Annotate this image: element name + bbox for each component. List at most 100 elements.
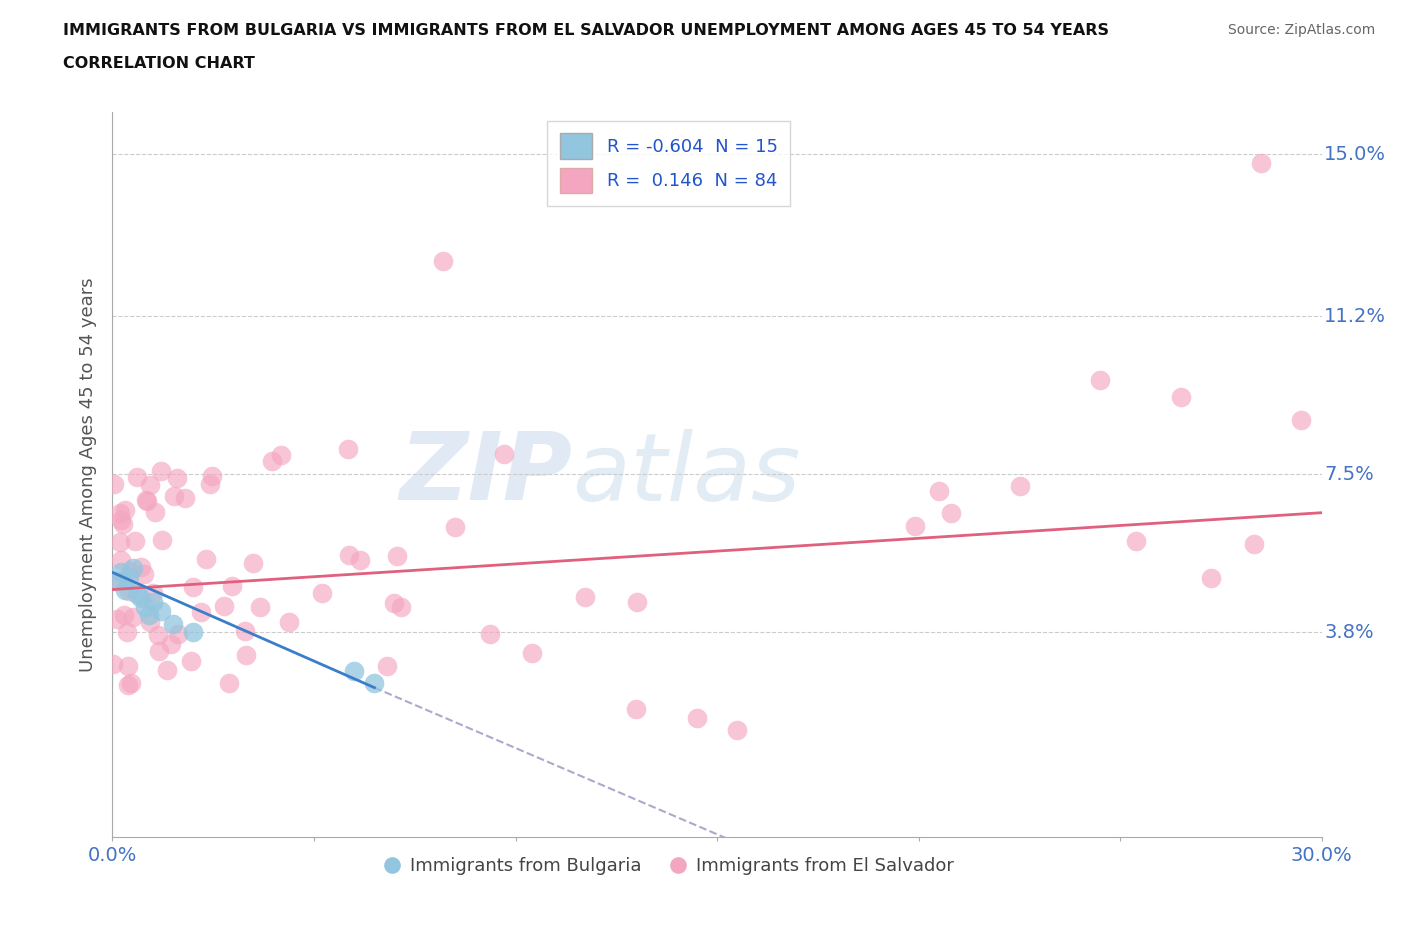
Point — [1008, 478, 1031, 493]
Text: 7.5%: 7.5% — [1324, 465, 1374, 484]
Point — [120, 676, 142, 691]
Point — [142, 586, 165, 601]
Text: IMMIGRANTS FROM BULGARIA VS IMMIGRANTS FROM EL SALVADOR UNEMPLOYMENT AMONG AGES : IMMIGRANTS FROM BULGARIA VS IMMIGRANTS F… — [63, 23, 1109, 38]
Point — [131, 560, 153, 575]
Point — [242, 555, 264, 570]
Point — [278, 614, 301, 629]
Point — [181, 625, 204, 640]
Point — [725, 723, 748, 737]
Point — [125, 586, 148, 601]
Point — [110, 565, 132, 580]
Point — [443, 520, 465, 535]
Text: 3.8%: 3.8% — [1324, 623, 1374, 642]
Point — [149, 604, 172, 618]
Point — [235, 648, 257, 663]
Point — [166, 470, 188, 485]
Point — [928, 484, 950, 498]
Point — [117, 658, 139, 673]
Point — [218, 675, 240, 690]
Point — [387, 549, 409, 564]
Point — [124, 534, 146, 549]
Text: 11.2%: 11.2% — [1324, 307, 1386, 326]
Text: atlas: atlas — [572, 429, 800, 520]
Point — [337, 442, 360, 457]
Point — [122, 609, 145, 624]
Point — [270, 448, 292, 463]
Point — [1250, 155, 1272, 170]
Point — [138, 478, 160, 493]
Point — [311, 586, 333, 601]
Point — [103, 476, 125, 491]
Point — [112, 607, 135, 622]
Point — [375, 658, 398, 673]
Point — [134, 566, 156, 581]
Y-axis label: Unemployment Among Ages 45 to 54 years: Unemployment Among Ages 45 to 54 years — [79, 277, 97, 671]
Point — [181, 579, 204, 594]
Point — [139, 614, 162, 629]
Point — [114, 503, 136, 518]
Point — [120, 564, 142, 578]
Point — [260, 453, 283, 468]
Point — [129, 591, 152, 605]
Text: Source: ZipAtlas.com: Source: ZipAtlas.com — [1227, 23, 1375, 37]
Point — [1125, 533, 1147, 548]
Point — [686, 711, 709, 725]
Point — [339, 548, 361, 563]
Point — [125, 470, 148, 485]
Point — [479, 627, 502, 642]
Point — [150, 533, 173, 548]
Point — [221, 578, 243, 593]
Point — [904, 519, 927, 534]
Point — [349, 552, 371, 567]
Point — [626, 701, 648, 716]
Point — [432, 254, 454, 269]
Point — [117, 625, 139, 640]
Point — [110, 552, 132, 567]
Point — [148, 644, 170, 658]
Point — [146, 628, 169, 643]
Point — [343, 663, 366, 678]
Point — [143, 504, 166, 519]
Text: ZIP: ZIP — [399, 429, 572, 520]
Text: 15.0%: 15.0% — [1324, 145, 1386, 164]
Point — [121, 561, 143, 576]
Point — [1289, 413, 1312, 428]
Point — [103, 574, 125, 589]
Point — [249, 599, 271, 614]
Point — [166, 627, 188, 642]
Point — [138, 607, 160, 622]
Point — [114, 582, 136, 597]
Point — [163, 488, 186, 503]
Point — [626, 595, 648, 610]
Legend: Immigrants from Bulgaria, Immigrants from El Salvador: Immigrants from Bulgaria, Immigrants fro… — [377, 850, 962, 883]
Point — [1329, 585, 1351, 600]
Point — [110, 512, 132, 527]
Point — [117, 678, 139, 693]
Point — [156, 663, 179, 678]
Point — [118, 583, 141, 598]
Point — [134, 599, 156, 614]
Point — [180, 654, 202, 669]
Point — [117, 569, 139, 584]
Point — [389, 599, 412, 614]
Point — [194, 552, 217, 567]
Point — [214, 598, 236, 613]
Point — [105, 574, 128, 589]
Point — [1170, 390, 1192, 405]
Point — [108, 535, 131, 550]
Point — [363, 676, 385, 691]
Point — [492, 446, 515, 461]
Point — [574, 589, 596, 604]
Point — [135, 494, 157, 509]
Point — [201, 469, 224, 484]
Text: CORRELATION CHART: CORRELATION CHART — [63, 56, 254, 71]
Point — [174, 490, 197, 505]
Point — [111, 516, 134, 531]
Point — [233, 624, 256, 639]
Point — [190, 604, 212, 619]
Point — [150, 463, 173, 478]
Point — [1243, 537, 1265, 551]
Point — [105, 611, 128, 626]
Point — [941, 506, 963, 521]
Point — [142, 595, 165, 610]
